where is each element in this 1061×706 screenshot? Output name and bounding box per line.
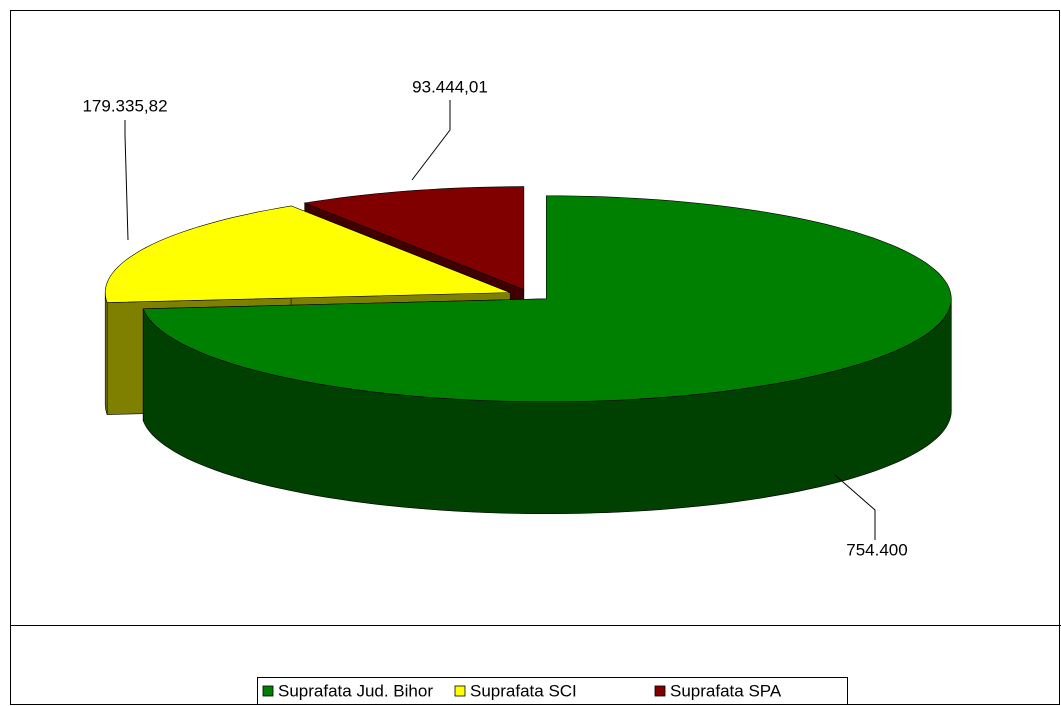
- slice-top: [142, 195, 952, 402]
- legend-label: Suprafata SCI: [470, 681, 577, 700]
- leader-line: [411, 100, 451, 181]
- legend: Suprafata Jud. Bihor Suprafata SCI Suprafa…: [262, 681, 782, 700]
- legend-box: [257, 677, 848, 705]
- data-label: 179.335,82: [82, 96, 167, 115]
- data-labels: 754.400 179.335,82 93.444,01: [82, 77, 907, 559]
- legend-label: Suprafata SPA: [670, 681, 782, 700]
- slice-top: [303, 186, 525, 291]
- data-label: 93.444,01: [412, 77, 488, 96]
- legend-label: Suprafata Jud. Bihor: [278, 681, 433, 700]
- slice-top: [104, 205, 511, 303]
- data-label: 754.400: [846, 540, 907, 559]
- slice-side: [104, 292, 108, 415]
- legend-swatch: [654, 685, 666, 697]
- leader-line: [834, 474, 876, 540]
- leader-line: [124, 120, 129, 241]
- legend-swatch: [262, 685, 274, 697]
- legend-swatch: [454, 685, 466, 697]
- pie: [104, 186, 952, 514]
